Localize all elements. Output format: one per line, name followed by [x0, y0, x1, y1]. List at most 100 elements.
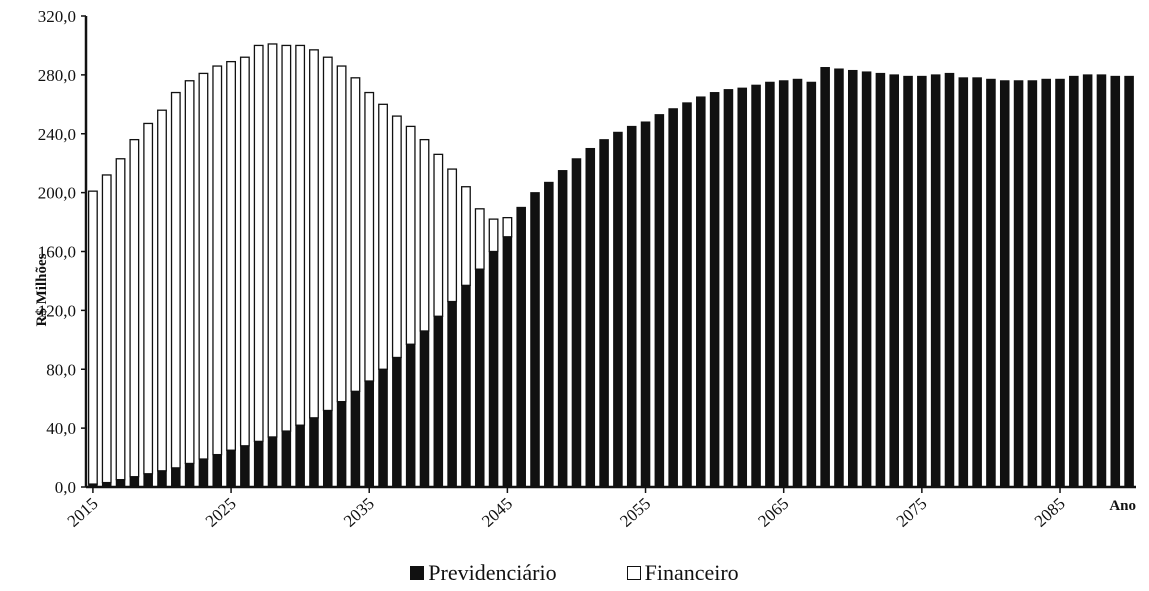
bar-financeiro-2044 [488, 218, 499, 253]
bar-financeiro-2032 [322, 56, 333, 412]
bar-financeiro-2018 [129, 138, 140, 478]
bar-previdenciario-2041 [447, 301, 457, 488]
bar-previdenciario-2062 [737, 87, 748, 488]
bar-financeiro-2016 [101, 174, 112, 484]
bar-previdenciario-2044 [488, 251, 499, 488]
y-tick-label: 80,0 [46, 360, 76, 379]
y-tick-label: 240,0 [38, 125, 76, 144]
bar-previdenciario-2029 [281, 430, 292, 488]
y-tick-label: 200,0 [38, 184, 76, 203]
bar-financeiro-2026 [239, 56, 250, 447]
bar-financeiro-2040 [433, 153, 444, 317]
bar-previdenciario-2028 [267, 436, 278, 488]
bar-previdenciario-2057 [668, 108, 678, 488]
bar-financeiro-2028 [267, 43, 278, 438]
bar-previdenciario-2054 [626, 125, 637, 488]
bar-previdenciario-2046 [516, 206, 526, 488]
bar-financeiro-2020 [157, 109, 167, 472]
x-tick-label: 2065 [754, 494, 792, 531]
x-tick-label: 2025 [202, 494, 240, 531]
bar-previdenciario-2085 [1055, 78, 1065, 488]
x-axis: 2015 2025 2035 2045 2055 2065 2075 2085 [64, 485, 1136, 531]
bar-previdenciario-2075 [917, 75, 927, 488]
bar-previdenciario-2053 [613, 131, 623, 488]
bar-financeiro-2043 [474, 208, 485, 270]
bar-financeiro-2030 [295, 44, 306, 426]
bar-previdenciario-2067 [806, 81, 817, 488]
bar-previdenciario-2050 [571, 158, 582, 488]
bar-previdenciario-2038 [405, 343, 416, 488]
bar-previdenciario-2060 [709, 92, 720, 488]
bar-previdenciario-2058 [682, 102, 692, 488]
bar-previdenciario-2070 [847, 69, 858, 488]
legend-label-previdenciario: Previdenciário [428, 560, 557, 585]
bar-previdenciario-2018 [129, 476, 140, 488]
bar-financeiro-2035 [364, 91, 375, 382]
bar-financeiro-2027 [253, 44, 264, 443]
bar-previdenciario-2068 [820, 67, 830, 488]
bar-previdenciario-2074 [903, 75, 913, 488]
bar-previdenciario-2071 [861, 71, 872, 488]
legend: Previdenciário Financeiro [0, 560, 1149, 586]
bar-financeiro-2034 [350, 77, 361, 392]
bar-financeiro-2029 [281, 44, 292, 432]
legend-item-financeiro: Financeiro [626, 560, 739, 586]
bar-previdenciario-2084 [1041, 78, 1051, 488]
bar-previdenciario-2021 [171, 467, 181, 488]
bar-financeiro-2036 [378, 103, 388, 370]
bar-previdenciario-2026 [240, 445, 250, 488]
legend-item-previdenciario: Previdenciário [410, 560, 557, 586]
bar-previdenciario-2051 [585, 147, 596, 488]
bar-previdenciario-2063 [751, 84, 761, 488]
bar-previdenciario-2055 [640, 121, 651, 488]
x-tick-label: 2055 [616, 494, 654, 531]
bar-financeiro-2041 [447, 168, 458, 303]
bar-previdenciario-2061 [723, 89, 734, 488]
bar-previdenciario-2083 [1027, 80, 1038, 488]
bar-previdenciario-2024 [212, 454, 223, 488]
bar-previdenciario-2082 [1013, 80, 1024, 488]
bar-financeiro-2019 [143, 122, 154, 475]
y-axis-title: R$ Milhões [34, 253, 50, 326]
bar-previdenciario-2086 [1069, 75, 1079, 488]
bar-previdenciario-2043 [474, 268, 485, 488]
y-tick-label: 40,0 [46, 419, 76, 438]
bar-financeiro-2022 [184, 80, 195, 465]
bar-previdenciario-2087 [1082, 74, 1093, 488]
bar-previdenciario-2036 [378, 368, 388, 488]
bar-financeiro-2023 [198, 72, 209, 460]
bar-financeiro-2038 [405, 125, 416, 345]
bar-previdenciario-2059 [696, 96, 706, 488]
bar-financeiro-2031 [309, 49, 319, 419]
bar-financeiro-2045 [502, 216, 513, 238]
bar-previdenciario-2022 [184, 462, 195, 488]
bar-previdenciario-2079 [972, 77, 982, 488]
bar-previdenciario-2042 [461, 284, 471, 488]
bar-previdenciario-2064 [765, 81, 775, 488]
bar-previdenciario-2049 [557, 170, 568, 488]
y-tick-label: 120,0 [38, 301, 76, 320]
y-tick-label: 280,0 [38, 66, 76, 85]
bar-previdenciario-2090 [1124, 75, 1134, 488]
x-tick-label: 2015 [64, 494, 102, 531]
bar-previdenciario-2080 [986, 78, 996, 488]
bar-previdenciario-2073 [889, 74, 900, 488]
x-tick-label: 2045 [478, 494, 516, 531]
bar-previdenciario-2089 [1110, 75, 1121, 488]
bar-financeiro-2037 [391, 115, 402, 359]
stacked-bar-chart: 0,0 40,0 80,0 120,0 160,0 200,0 240,0 280,0 320,… [34, 7, 1136, 531]
x-tick-label: 2085 [1031, 494, 1069, 531]
bars-layer [87, 43, 1134, 488]
bar-financeiro-2015 [87, 190, 98, 485]
bar-previdenciario-2034 [350, 390, 361, 488]
bar-previdenciario-2032 [322, 409, 333, 488]
x-axis-title: Ano [1109, 498, 1136, 514]
bar-previdenciario-2066 [792, 78, 803, 488]
bar-previdenciario-2037 [392, 356, 402, 488]
bar-previdenciario-2048 [544, 181, 554, 488]
bar-previdenciario-2088 [1096, 74, 1107, 488]
bar-financeiro-2017 [115, 158, 126, 481]
y-tick-label: 160,0 [38, 243, 76, 262]
bar-previdenciario-2077 [944, 72, 955, 488]
bar-previdenciario-2056 [654, 114, 665, 488]
